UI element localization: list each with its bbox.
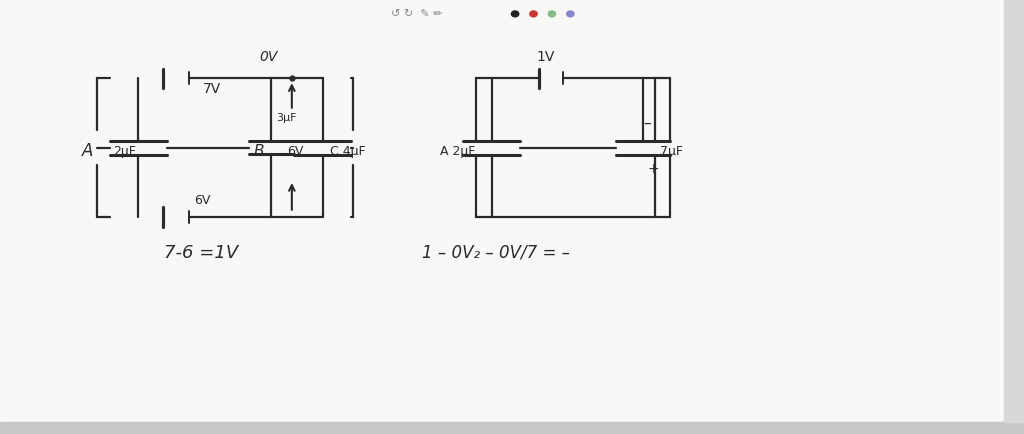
Ellipse shape	[566, 11, 574, 17]
Text: –: –	[643, 116, 650, 131]
Text: 1V: 1V	[537, 50, 555, 64]
Text: A 2μF: A 2μF	[440, 145, 476, 158]
Text: 6V: 6V	[195, 194, 211, 207]
Text: 0V: 0V	[259, 50, 278, 64]
Text: A: A	[82, 142, 93, 160]
Text: 7-6 =1V: 7-6 =1V	[164, 243, 239, 262]
Ellipse shape	[548, 11, 556, 17]
Bar	[0, 422, 1024, 434]
Text: 2μF: 2μF	[113, 145, 135, 158]
Text: ↺ ↻  ✎ ✏: ↺ ↻ ✎ ✏	[391, 9, 442, 19]
Text: 1 – 0V₂ – 0V/7 = –: 1 – 0V₂ – 0V/7 = –	[422, 243, 570, 262]
Text: 3μF: 3μF	[276, 113, 297, 123]
Text: 6V: 6V	[287, 145, 303, 158]
Text: +: +	[647, 162, 658, 176]
Text: B: B	[254, 144, 264, 158]
Text: 7μF: 7μF	[660, 145, 683, 158]
Text: 7V: 7V	[203, 82, 221, 96]
Bar	[1004, 0, 1024, 422]
Ellipse shape	[511, 11, 519, 17]
Text: C 4μF: C 4μF	[330, 145, 366, 158]
Ellipse shape	[529, 11, 538, 17]
